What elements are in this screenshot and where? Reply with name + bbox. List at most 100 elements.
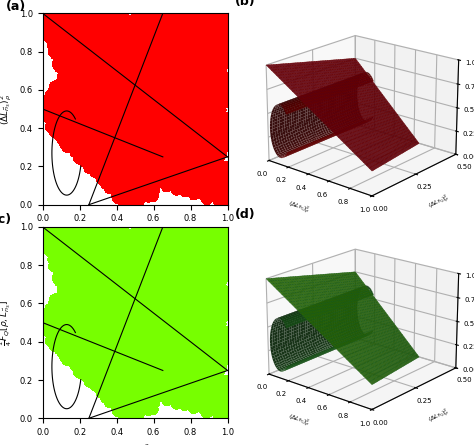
Point bbox=[56, 248, 64, 255]
Point bbox=[111, 76, 118, 83]
Point bbox=[191, 149, 199, 156]
Point bbox=[82, 337, 90, 344]
Point bbox=[121, 139, 129, 146]
Point bbox=[132, 64, 140, 71]
Point bbox=[212, 247, 220, 254]
Point bbox=[86, 62, 93, 69]
Point bbox=[140, 262, 147, 269]
Point bbox=[206, 130, 213, 137]
Point bbox=[123, 388, 130, 396]
Point bbox=[86, 353, 94, 360]
Point bbox=[61, 39, 69, 46]
Point bbox=[117, 316, 125, 324]
Point bbox=[82, 146, 89, 153]
Point bbox=[105, 123, 113, 130]
Point bbox=[97, 142, 105, 149]
Point bbox=[101, 138, 109, 145]
Point bbox=[142, 251, 149, 258]
Point bbox=[184, 267, 191, 274]
Point bbox=[94, 273, 101, 280]
Point bbox=[162, 139, 169, 146]
Point bbox=[135, 350, 143, 357]
Point bbox=[154, 378, 162, 385]
Point bbox=[144, 366, 151, 373]
Point bbox=[126, 171, 133, 178]
Point bbox=[75, 139, 82, 146]
Point bbox=[124, 77, 131, 85]
Point bbox=[106, 123, 113, 130]
Point bbox=[138, 169, 146, 176]
Point bbox=[96, 170, 103, 177]
Point bbox=[133, 126, 140, 133]
Point bbox=[73, 111, 81, 118]
Point bbox=[197, 75, 205, 82]
Point bbox=[90, 365, 97, 372]
Point bbox=[80, 128, 87, 135]
Point bbox=[76, 77, 84, 84]
Point bbox=[193, 109, 201, 116]
Point bbox=[120, 353, 128, 360]
Point bbox=[137, 146, 145, 153]
Point bbox=[99, 16, 107, 23]
Point bbox=[125, 328, 133, 335]
Point bbox=[140, 324, 147, 332]
Point bbox=[150, 285, 157, 292]
Point bbox=[193, 322, 201, 329]
Point bbox=[135, 197, 142, 204]
Point bbox=[120, 336, 128, 343]
Point bbox=[135, 45, 143, 53]
Point bbox=[188, 239, 196, 246]
Point bbox=[149, 232, 156, 239]
Point bbox=[126, 115, 133, 122]
Point bbox=[174, 325, 182, 332]
Point bbox=[82, 55, 90, 62]
Point bbox=[109, 367, 116, 374]
Point bbox=[160, 332, 168, 339]
Point bbox=[186, 62, 194, 69]
Point bbox=[85, 364, 93, 372]
Point bbox=[90, 340, 97, 348]
Point bbox=[125, 129, 133, 137]
Point bbox=[112, 57, 119, 64]
Point bbox=[110, 303, 118, 310]
Point bbox=[219, 25, 227, 32]
Point bbox=[172, 142, 179, 150]
Point bbox=[119, 336, 127, 344]
Point bbox=[88, 73, 96, 80]
Point bbox=[127, 103, 135, 110]
Point bbox=[46, 115, 53, 122]
Point bbox=[148, 170, 156, 177]
Point bbox=[169, 318, 176, 325]
Point bbox=[90, 292, 98, 299]
Point bbox=[194, 170, 201, 178]
Point bbox=[124, 323, 132, 330]
Point bbox=[82, 109, 90, 117]
Point bbox=[145, 311, 152, 318]
Point bbox=[72, 245, 80, 252]
Point bbox=[160, 87, 168, 94]
Point bbox=[121, 82, 129, 89]
Point bbox=[91, 331, 99, 338]
Point bbox=[100, 108, 107, 115]
Point bbox=[101, 285, 109, 292]
Point bbox=[73, 326, 80, 333]
Point bbox=[155, 132, 163, 139]
Point bbox=[121, 302, 128, 309]
Point bbox=[44, 107, 51, 114]
Point bbox=[132, 85, 140, 92]
Point bbox=[66, 32, 74, 39]
Point bbox=[211, 186, 219, 193]
Point bbox=[188, 178, 195, 186]
Point bbox=[150, 123, 157, 130]
Point bbox=[126, 382, 133, 389]
Point bbox=[197, 337, 204, 344]
Point bbox=[179, 337, 186, 344]
Point bbox=[103, 76, 110, 83]
Point bbox=[104, 62, 112, 69]
Point bbox=[82, 44, 89, 51]
Point bbox=[137, 395, 145, 402]
Point bbox=[61, 43, 69, 50]
Point bbox=[165, 291, 173, 299]
Point bbox=[98, 129, 106, 137]
Point bbox=[90, 325, 97, 332]
